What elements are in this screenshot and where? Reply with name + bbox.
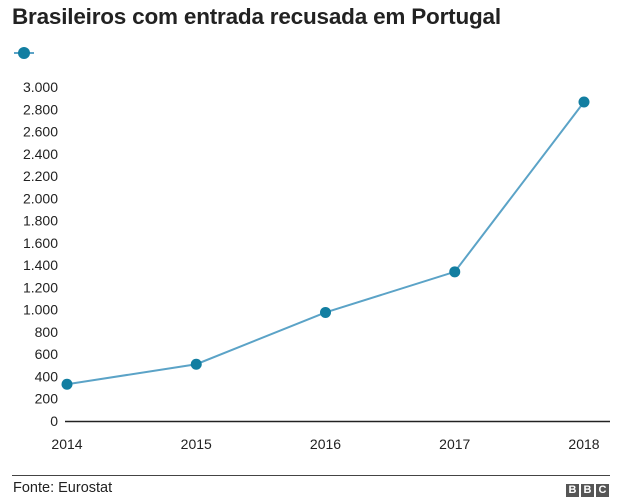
legend-marker [18, 47, 30, 59]
y-tick-label: 600 [35, 346, 59, 362]
data-point [578, 96, 590, 108]
bbc-logo: B B C [566, 484, 609, 497]
y-tick-label: 2.200 [23, 168, 58, 184]
line-chart: 0 200 400 600 800 1.000 1.200 1.400 1.600 1.800 2.… [23, 79, 610, 452]
legend-series-key [14, 47, 34, 59]
y-tick-label: 1.000 [23, 302, 58, 318]
x-tick-label: 2017 [439, 436, 470, 452]
data-point [190, 358, 202, 370]
y-tick-label: 2.000 [23, 190, 58, 206]
x-tick-label: 2016 [310, 436, 341, 452]
y-tick-label: 0 [50, 413, 58, 429]
bbc-logo-letter: B [581, 484, 594, 497]
y-tick-label: 1.600 [23, 235, 58, 251]
x-tick-label: 2015 [181, 436, 212, 452]
source-note: Fonte: Eurostat [13, 480, 113, 496]
y-tick-label: 200 [35, 391, 59, 407]
y-tick-label: 1.200 [23, 279, 58, 295]
y-tick-label: 2.600 [23, 124, 58, 140]
footer-divider [12, 475, 610, 476]
y-tick-label: 2.400 [23, 146, 58, 162]
x-tick-label: 2018 [568, 436, 599, 452]
y-tick-label: 400 [35, 368, 59, 384]
y-tick-label: 800 [35, 324, 59, 340]
chart-title: Brasileiros com entrada recusada em Port… [12, 4, 501, 29]
data-point [320, 306, 331, 318]
y-tick-label: 1.800 [23, 213, 58, 229]
x-tick-label: 2014 [51, 436, 82, 452]
series-line [66, 101, 585, 386]
y-tick-label: 1.400 [23, 257, 58, 273]
y-tick-label: 2.800 [23, 101, 58, 117]
data-point [61, 378, 73, 390]
bbc-logo-letter: B [566, 484, 579, 497]
data-point [449, 266, 461, 278]
y-tick-label: 3.000 [23, 79, 58, 95]
bbc-logo-letter: C [596, 484, 609, 497]
